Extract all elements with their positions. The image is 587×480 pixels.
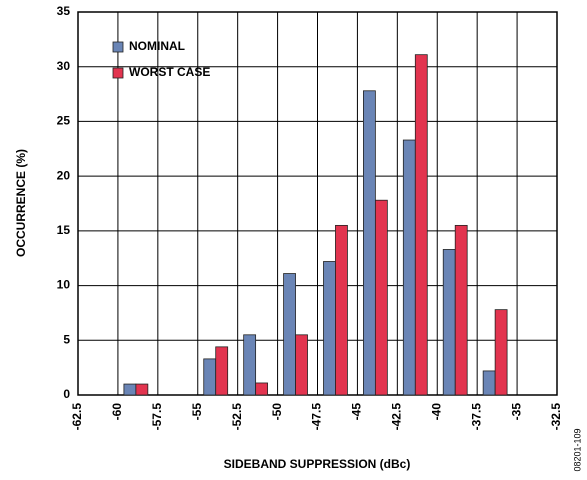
y-tick-label: 15 bbox=[57, 223, 71, 237]
x-tick-label: -47.5 bbox=[310, 403, 324, 431]
legend-label: WORST CASE bbox=[129, 65, 210, 79]
x-tick-label: -42.5 bbox=[390, 403, 404, 431]
y-tick-label: 35 bbox=[57, 4, 71, 18]
x-tick-label: -55 bbox=[190, 403, 204, 421]
bar bbox=[295, 334, 308, 396]
bar bbox=[374, 199, 388, 396]
bar bbox=[482, 370, 496, 396]
x-tick-label: -32.5 bbox=[549, 403, 563, 431]
bar bbox=[215, 346, 229, 396]
bar bbox=[135, 383, 149, 396]
bar bbox=[243, 334, 257, 396]
bar bbox=[123, 383, 137, 396]
bar bbox=[203, 358, 217, 396]
bar bbox=[363, 90, 376, 396]
x-tick-label: -40 bbox=[429, 403, 443, 421]
legend-swatch bbox=[112, 67, 124, 79]
x-tick-label: -37.5 bbox=[469, 403, 483, 431]
y-tick-label: 5 bbox=[63, 332, 70, 346]
bar bbox=[255, 382, 269, 396]
bar bbox=[335, 224, 348, 396]
bar bbox=[402, 139, 416, 396]
x-tick-label: -45 bbox=[350, 403, 364, 421]
bar bbox=[323, 261, 336, 396]
x-axis-title: SIDEBAND SUPPRESSION (dBc) bbox=[224, 457, 411, 471]
bar bbox=[442, 249, 456, 396]
legend-swatch bbox=[112, 41, 124, 53]
x-tick-label: -52.5 bbox=[230, 403, 244, 431]
x-tick-label: -57.5 bbox=[150, 403, 164, 431]
bar bbox=[283, 273, 296, 396]
legend-label: NOMINAL bbox=[129, 39, 185, 53]
x-tick-label: -60 bbox=[110, 403, 124, 421]
y-tick-label: 25 bbox=[57, 114, 71, 128]
y-tick-label: 0 bbox=[63, 387, 70, 401]
bar bbox=[454, 224, 468, 396]
bar bbox=[494, 309, 508, 396]
y-tick-label: 10 bbox=[57, 278, 71, 292]
y-tick-label: 30 bbox=[57, 59, 71, 73]
x-tick-label: -50 bbox=[270, 403, 284, 421]
x-tick-label: -62.5 bbox=[70, 403, 84, 431]
y-axis-title: OCCURRENCE (%) bbox=[14, 149, 28, 257]
x-tick-label: -35 bbox=[509, 403, 523, 421]
y-tick-label: 20 bbox=[57, 168, 71, 182]
bar bbox=[414, 54, 428, 396]
figure-code: 08201-109 bbox=[572, 428, 582, 471]
plot-frame bbox=[77, 11, 558, 396]
